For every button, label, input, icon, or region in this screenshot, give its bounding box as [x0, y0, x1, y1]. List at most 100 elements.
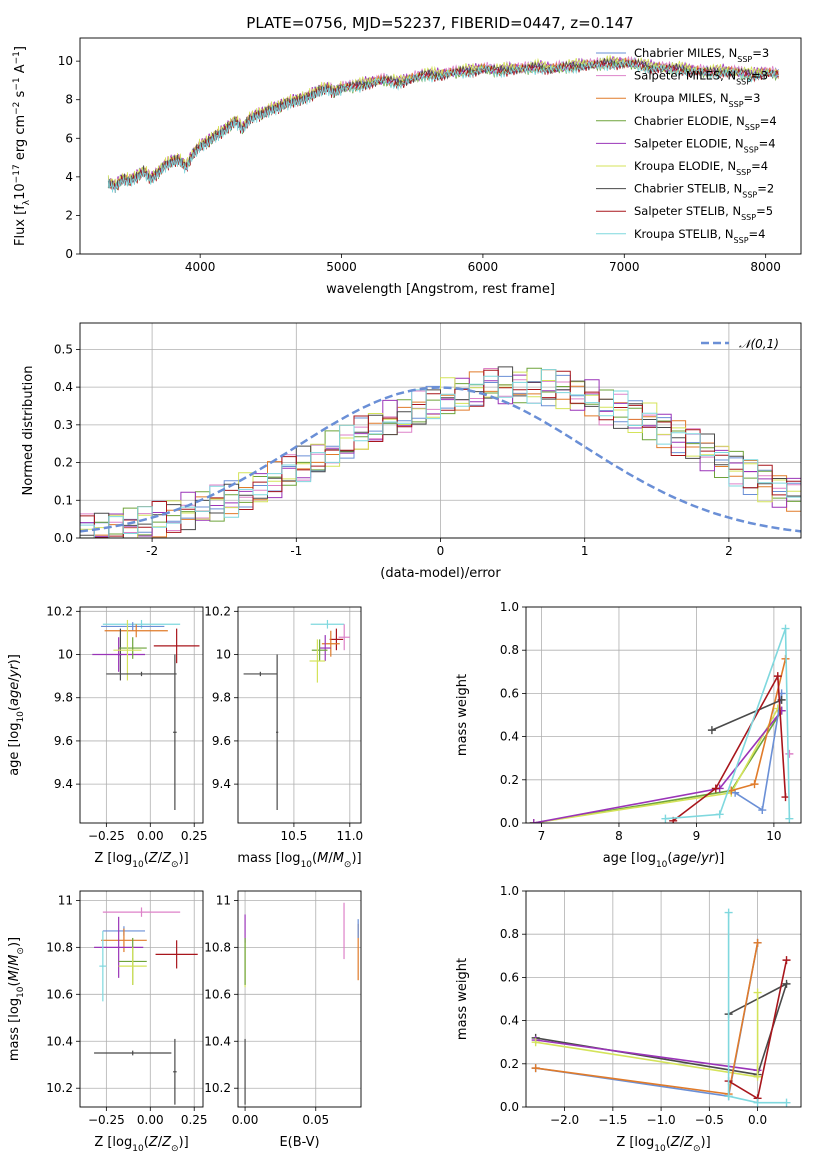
- y-tick-label: 1.0: [500, 600, 519, 614]
- weight-marker: [531, 1064, 540, 1073]
- histogram-step: [80, 369, 801, 538]
- axes-frame: [525, 606, 802, 824]
- x-tick-label: 0.00: [232, 1113, 259, 1127]
- x-tick-label: 7: [538, 829, 546, 843]
- y-tick-label: 2: [65, 208, 73, 222]
- panel-age_vs_mass: 10.5 11.0 9.4 9.6 9.8 10 10.2 mass [log10(M/M⊙)…: [204, 604, 363, 870]
- panel-weight_vs_Z: −2.0 −1.5 −1.0 −0.5 0.0 0.0 0.2 0.4 0.6 0.8 1.0 Z […: [455, 884, 802, 1154]
- axes-frame: [79, 37, 802, 255]
- axes-frame: [79, 890, 204, 1108]
- weight-marker: [782, 1098, 791, 1107]
- x-tick-label: 9: [693, 829, 701, 843]
- weight-marker: [753, 938, 762, 947]
- x-tick-label: 10: [766, 829, 781, 843]
- y-tick-label: 10: [58, 54, 73, 68]
- axes-frame: [237, 606, 362, 824]
- y-tick-label: 0.8: [500, 643, 519, 657]
- y-tick-label: 0.3: [54, 418, 73, 432]
- axes-frame: [525, 890, 802, 1108]
- y-tick-label: 0.6: [500, 970, 519, 984]
- y-tick-label: 9.4: [54, 777, 73, 791]
- y-tick-label: 11: [58, 893, 73, 907]
- weight-marker: [531, 1038, 540, 1047]
- y-tick-label: 10.6: [204, 987, 231, 1001]
- y-tick-label: 0.1: [54, 493, 73, 507]
- weight-marker: [781, 624, 790, 633]
- weight-line: [535, 1039, 758, 1072]
- x-axis-label: mass [log10(M/M⊙)]: [237, 851, 361, 870]
- x-axis-label: wavelength [Angstrom, rest frame]: [326, 282, 555, 297]
- y-tick-label: 8: [65, 93, 73, 107]
- weight-marker: [753, 988, 762, 997]
- panel-age_vs_Z: −0.25 0.00 0.25 9.4 9.6 9.8 10 10.2 Z [log10(Z/Z…: [7, 604, 208, 870]
- x-axis-label: Z [log10(Z/Z⊙)]: [94, 851, 188, 870]
- weight-marker: [715, 810, 724, 819]
- legend-label: 𝒩(0,1): [739, 337, 779, 351]
- weight-marker: [750, 780, 759, 789]
- y-tick-label: 0.8: [500, 927, 519, 941]
- weight-marker: [753, 1072, 762, 1081]
- y-tick-label: 0.0: [500, 1100, 519, 1114]
- y-tick-label: 0.5: [54, 342, 73, 356]
- weight-line: [672, 673, 787, 822]
- plot-area: [80, 366, 801, 538]
- panel-weight_vs_age: 7 8 9 10 0.0 0.2 0.4 0.6 0.8 1.0 age [log10(age/yr…: [455, 600, 802, 870]
- y-axis-label: Normed distribution: [21, 366, 36, 496]
- normal-curve: [80, 386, 801, 533]
- y-tick-label: 6: [65, 131, 73, 145]
- weight-marker: [758, 806, 767, 815]
- panel-mass_vs_Z: −0.25 0.00 0.25 10.2 10.4 10.6 10.8 11 Z [log10(…: [7, 890, 208, 1154]
- y-tick-label: 10.4: [204, 1034, 231, 1048]
- weight-marker: [724, 1092, 733, 1101]
- axes-frame: [79, 322, 802, 539]
- weight-marker: [782, 979, 791, 988]
- x-tick-label: 1: [581, 544, 589, 558]
- histogram-step: [80, 374, 801, 538]
- x-tick-label: 0.00: [137, 1113, 164, 1127]
- x-tick-label: 0.00: [137, 829, 164, 843]
- axes-frame: [237, 890, 362, 1108]
- legend: 𝒩(0,1): [701, 337, 779, 351]
- histogram-step: [80, 371, 801, 538]
- legend-label: Salpeter MILES, NSSP=3: [634, 69, 768, 87]
- y-tick-label: 1.0: [500, 884, 519, 898]
- y-tick-label: 10: [216, 648, 231, 662]
- x-axis-label: E(B-V): [279, 1135, 319, 1150]
- legend-label: Chabrier ELODIE, NSSP=4: [634, 114, 777, 132]
- legend-label: Salpeter ELODIE, NSSP=4: [634, 136, 776, 154]
- panel-spectrum: 4000 5000 6000 7000 8000 0 2 4 6 8 10 wavelength [A…: [12, 37, 802, 297]
- panel-mass_vs_ebv: 0.00 0.05 10.2 10.4 10.6 10.8 11 E(B-V): [204, 890, 362, 1150]
- y-axis-label: mass [log10(M/M⊙)]: [7, 937, 26, 1061]
- y-tick-label: 0.0: [500, 816, 519, 830]
- y-tick-label: 9.4: [212, 777, 231, 791]
- y-tick-label: 0.2: [500, 1057, 519, 1071]
- histogram-step: [80, 374, 801, 538]
- plot-area: [529, 624, 794, 823]
- y-tick-label: 10.8: [204, 940, 231, 954]
- y-tick-label: 10.4: [46, 1034, 73, 1048]
- y-tick-label: 4: [65, 170, 73, 184]
- x-tick-label: 6000: [468, 260, 499, 274]
- y-tick-label: 0.4: [500, 1014, 519, 1028]
- y-tick-label: 10.2: [204, 1081, 231, 1095]
- weight-line: [533, 708, 779, 823]
- weight-line: [665, 628, 791, 820]
- x-tick-label: 7000: [609, 260, 640, 274]
- y-tick-label: 10: [58, 648, 73, 662]
- weight-marker: [782, 956, 791, 965]
- x-axis-label: Z [log10(Z/Z⊙)]: [94, 1135, 188, 1154]
- x-tick-label: 11.0: [336, 829, 363, 843]
- weight-marker: [785, 749, 794, 758]
- y-tick-label: 10.2: [204, 604, 231, 618]
- axes-frame: [79, 606, 204, 824]
- y-axis-label: Flux [fλ10−17 erg cm−2 s−1 A−1]: [12, 46, 32, 246]
- legend-label: Kroupa STELIB, NSSP=4: [634, 227, 765, 245]
- legend-label: Chabrier MILES, NSSP=3: [634, 46, 769, 64]
- panel-residual_histogram: -2 -1 0 1 2 0.0 0.1 0.2 0.3 0.4 0.5 (data-model)/er…: [21, 322, 802, 581]
- plot-area: [94, 907, 198, 1105]
- x-tick-label: 4000: [185, 260, 216, 274]
- x-axis-label: Z [log10(Z/Z⊙)]: [616, 1135, 710, 1154]
- plot-area: [531, 908, 791, 1107]
- weight-line: [711, 699, 782, 731]
- weight-line: [533, 710, 783, 823]
